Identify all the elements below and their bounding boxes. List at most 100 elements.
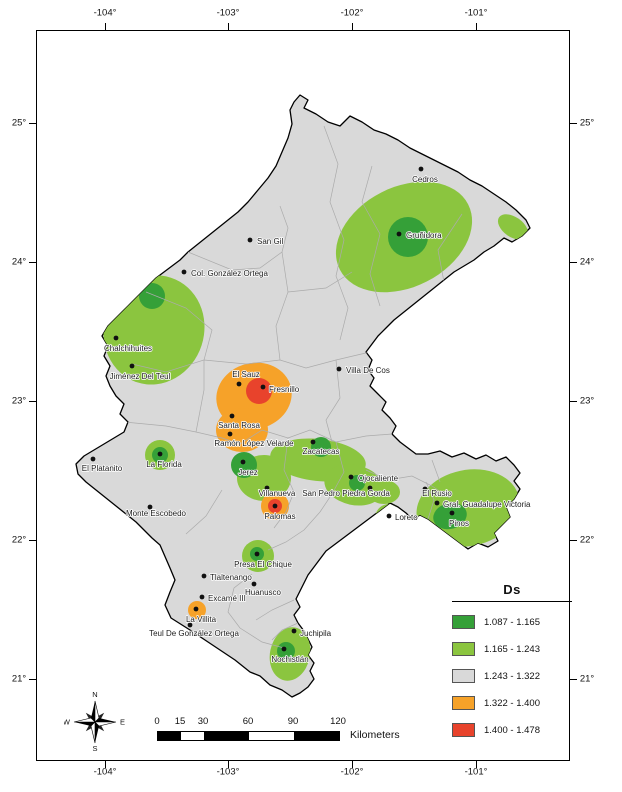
legend-label: 1.322 - 1.400 (484, 697, 540, 709)
axis-label-right: 23° (579, 395, 595, 407)
city-label: Tlaltenango (210, 573, 252, 582)
scalebar-bar (157, 731, 340, 741)
city-label: El Platanito (82, 464, 123, 473)
scalebar-unit: Kilometers (350, 729, 400, 741)
city-marker (310, 439, 316, 445)
tick-left (29, 401, 36, 402)
legend-swatch (452, 696, 475, 710)
legend-row: 1.165 - 1.243 (452, 642, 572, 656)
city-marker (348, 474, 354, 480)
city-label: Ramón López Velarde (214, 439, 294, 448)
city-label: El Rusio (422, 489, 452, 498)
city-marker (422, 486, 428, 492)
scalebar-segment (294, 732, 339, 740)
legend: Ds 1.087 - 1.165 1.165 - 1.243 1.243 - 1.3… (452, 582, 572, 737)
city-label: Jerez (238, 468, 258, 477)
axis-label-top: -103° (216, 7, 240, 19)
axis-label-right: 21° (579, 673, 595, 685)
city-marker (229, 413, 235, 419)
city-label: La Florida (146, 460, 182, 469)
city-label: Juchipila (300, 629, 332, 638)
city-label: Cedros (412, 175, 438, 184)
axis-label-top: -102° (340, 7, 364, 19)
city-marker (90, 456, 96, 462)
city-marker (264, 485, 270, 491)
tick-top (476, 23, 477, 30)
city-marker (291, 628, 297, 634)
tick-right (570, 401, 577, 402)
scalebar-segment (158, 732, 181, 740)
scalebar-segment (181, 732, 204, 740)
legend-row: 1.322 - 1.400 (452, 696, 572, 710)
city-marker (386, 513, 392, 519)
scalebar-tick-label: 60 (242, 716, 254, 727)
tick-top (352, 23, 353, 30)
axis-label-bottom: -104° (93, 766, 117, 778)
compass-n-label: N (92, 690, 97, 699)
city-label: Huanusco (245, 588, 282, 597)
legend-row: 1.400 - 1.478 (452, 723, 572, 737)
city-marker (193, 606, 199, 612)
scalebar-tick-label: 0 (154, 716, 160, 727)
city-marker (272, 503, 278, 509)
axis-label-left: 21° (11, 673, 27, 685)
city-label: Loreto (395, 513, 418, 522)
scalebar-tick-label: 120 (330, 716, 346, 727)
axis-label-bottom: -102° (340, 766, 364, 778)
city-marker (247, 237, 253, 243)
city-labels: Cedros Gruñidora San Gil Col. González Orte… (81, 174, 532, 665)
legend-swatch (452, 642, 475, 656)
tick-right (570, 262, 577, 263)
city-markers (90, 166, 455, 652)
legend-title: Ds (452, 582, 572, 602)
axis-label-right: 22° (579, 534, 595, 546)
city-marker (181, 269, 187, 275)
legend-label: 1.400 - 1.478 (484, 724, 540, 736)
legend-swatch (452, 669, 475, 683)
city-label: San Pedro Piedra Gorda (302, 489, 390, 498)
axis-label-top: -104° (93, 7, 117, 19)
scale-bar: 0 15 30 60 90 120 Kilometers (145, 716, 425, 752)
city-label: Gruñidora (406, 231, 442, 240)
legend-rows: 1.087 - 1.165 1.165 - 1.243 1.243 - 1.322 1… (452, 615, 572, 737)
city-marker (367, 485, 373, 491)
city-marker (434, 500, 440, 506)
city-label: Col. González Ortega (191, 269, 268, 278)
tick-left (29, 123, 36, 124)
tick-bottom (105, 761, 106, 768)
city-marker (236, 381, 242, 387)
tick-right (570, 540, 577, 541)
city-marker (129, 363, 135, 369)
axis-label-right: 25° (579, 117, 595, 129)
compass-s-label: S (92, 744, 97, 753)
city-marker (199, 594, 205, 600)
scalebar-segment (249, 732, 294, 740)
municipal-boundaries (123, 125, 463, 649)
city-marker (227, 431, 233, 437)
city-label: Pinos (449, 519, 469, 528)
tick-left (29, 679, 36, 680)
tick-bottom (228, 761, 229, 768)
city-label: Santa Rosa (218, 421, 260, 430)
city-label: Jiménez Del Teul (110, 372, 171, 381)
axis-label-bottom: -101° (464, 766, 488, 778)
legend-label: 1.243 - 1.322 (484, 670, 540, 682)
city-label: Zacatecas (303, 447, 340, 456)
city-label: Excamé III (208, 594, 246, 603)
city-marker (418, 166, 424, 172)
tick-left (29, 262, 36, 263)
axis-label-left: 22° (11, 534, 27, 546)
legend-label: 1.087 - 1.165 (484, 616, 540, 628)
city-marker (240, 459, 246, 465)
compass-e-label: E (120, 718, 125, 727)
city-label: Chalchihuites (104, 344, 152, 353)
city-label: Villa De Cos (346, 366, 390, 375)
city-marker (187, 622, 193, 628)
tick-right (570, 123, 577, 124)
zacatecas-map: Cedros Gruñidora San Gil Col. González Orte… (75, 94, 532, 698)
city-label: Monte Escobedo (126, 509, 187, 518)
tick-top (228, 23, 229, 30)
tick-bottom (352, 761, 353, 768)
tick-bottom (476, 761, 477, 768)
